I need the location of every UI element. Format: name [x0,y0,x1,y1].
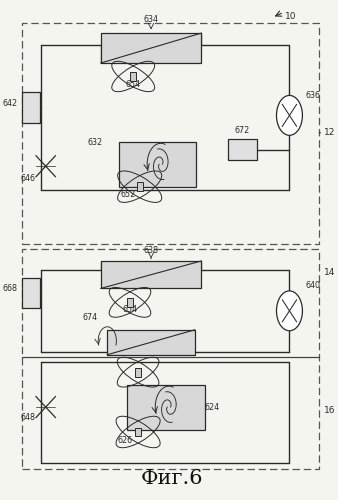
Text: 674: 674 [83,314,98,322]
Text: 12: 12 [324,128,335,138]
Circle shape [276,291,303,331]
Text: 668: 668 [2,284,17,293]
Text: 14: 14 [324,268,335,277]
Bar [137,182,143,191]
Bar [22,22,319,244]
Text: 638: 638 [144,246,159,255]
Text: 624: 624 [204,402,220,411]
Bar [127,384,204,430]
Bar [135,368,141,376]
Text: 626: 626 [118,436,133,446]
Text: 642: 642 [2,99,17,108]
Text: 648: 648 [20,413,35,422]
Text: 16: 16 [324,406,335,415]
Text: Фиг.6: Фиг.6 [141,470,203,488]
Bar [101,261,201,288]
Bar [135,428,141,436]
Text: 652: 652 [121,190,136,199]
Text: 10: 10 [285,12,296,21]
Text: 654: 654 [126,80,141,89]
Text: 640: 640 [305,281,320,290]
Bar [127,298,133,307]
Bar [22,92,40,124]
Bar [101,33,201,63]
Bar [22,278,40,308]
Bar [107,330,195,354]
Text: 634: 634 [144,15,159,24]
Circle shape [276,96,303,136]
Text: 646: 646 [20,174,35,182]
Text: 632: 632 [87,138,102,147]
Text: 672: 672 [235,126,250,136]
Bar [130,72,136,81]
Bar [119,142,196,186]
Text: 636: 636 [305,92,320,100]
Bar [22,248,319,470]
Text: 654: 654 [122,305,138,314]
Bar [228,140,257,160]
